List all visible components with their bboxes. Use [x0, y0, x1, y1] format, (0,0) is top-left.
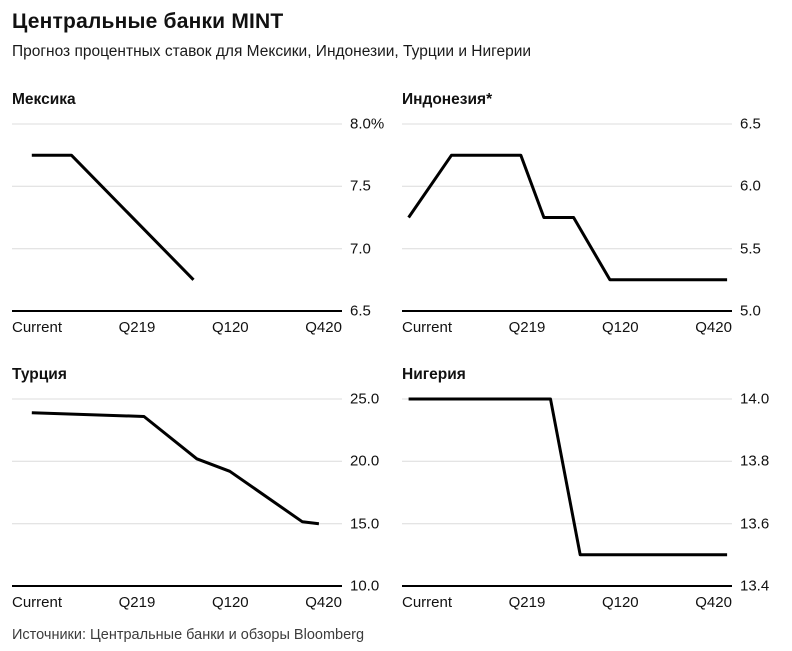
x-tick-label: Q219: [118, 594, 156, 611]
chart-page: Центральные банки MINT Прогноз процентны…: [12, 10, 780, 643]
line-chart-svg: [402, 397, 732, 587]
panel-title: Турция: [12, 366, 67, 383]
x-tick-label: Current: [12, 594, 63, 611]
panel-turkey: Турция 25.0 20.0 15.0 10.0 Current Q219 Q120 Q…: [12, 366, 390, 611]
y-tick-label: 5.5: [740, 240, 761, 258]
plot-area: [402, 114, 732, 314]
x-tick-label: Q120: [211, 594, 249, 611]
x-axis-labels: Current Q219 Q120 Q420: [402, 319, 732, 336]
panel-title: Нигерия: [402, 366, 466, 383]
chart-grid: Мексика 8.0% 7.5 7.0 6.5 Current Q219 Q120 Q42…: [12, 91, 780, 611]
y-axis-labels: 8.0% 7.5 7.0 6.5: [342, 114, 388, 320]
x-tick-label: Q219: [508, 319, 546, 336]
page-title: Центральные банки MINT: [12, 10, 284, 33]
y-tick-label: 15.0: [350, 515, 380, 533]
y-tick-label: 25.0: [350, 390, 380, 408]
plot-area: [402, 389, 732, 589]
plot-row: 8.0% 7.5 7.0 6.5: [12, 114, 390, 320]
series-line: [408, 397, 728, 557]
x-tick-label: Current: [12, 319, 63, 336]
x-tick-label: Q420: [695, 594, 732, 611]
y-tick-label: 7.0: [350, 240, 371, 258]
plot-row: 25.0 20.0 15.0 10.0: [12, 389, 390, 595]
line-chart-svg: [12, 123, 342, 312]
y-axis-labels: 6.5 6.0 5.5 5.0: [732, 114, 778, 320]
x-axis-labels: Current Q219 Q120 Q420: [12, 594, 342, 611]
x-tick-label: Q420: [695, 319, 732, 336]
y-tick-label: 6.0: [740, 177, 761, 195]
x-tick-label: Q120: [601, 594, 639, 611]
plot-row: 6.5 6.0 5.5 5.0: [402, 114, 780, 320]
x-tick-label: Q120: [601, 319, 639, 336]
panel-mexico: Мексика 8.0% 7.5 7.0 6.5 Current Q219 Q120 Q42…: [12, 91, 390, 336]
series-line: [407, 153, 728, 282]
panel-nigeria: Нигерия 14.0 13.8 13.6 13.4 Current Q219 Q120…: [402, 366, 780, 611]
x-tick-label: Q120: [211, 319, 249, 336]
y-tick-label: 14.0: [740, 390, 770, 408]
plot-row: 14.0 13.8 13.6 13.4: [402, 389, 780, 595]
y-tick-label: 10.0: [350, 577, 380, 595]
x-tick-label: Current: [402, 319, 453, 336]
x-tick-label: Q420: [305, 319, 342, 336]
page-subtitle: Прогноз процентных ставок для Мексики, И…: [12, 43, 532, 60]
line-chart-svg: [12, 398, 342, 587]
series-line: [31, 411, 320, 526]
y-tick-label: 13.4: [740, 577, 770, 595]
y-axis-labels: 25.0 20.0 15.0 10.0: [342, 389, 388, 595]
y-tick-label: 7.5: [350, 177, 371, 195]
x-tick-label: Q420: [305, 594, 342, 611]
line-chart-svg: [402, 123, 732, 312]
plot-area: [12, 114, 342, 314]
plot-area: [12, 389, 342, 589]
y-tick-label: 6.5: [350, 302, 371, 320]
y-tick-label: 5.0: [740, 302, 761, 320]
x-axis-labels: Current Q219 Q120 Q420: [402, 594, 732, 611]
x-tick-label: Q219: [508, 594, 546, 611]
y-tick-label: 8.0%: [350, 115, 385, 133]
y-axis-labels: 14.0 13.8 13.6 13.4: [732, 389, 778, 595]
source-note: Источники: Центральные банки и обзоры Bl…: [12, 627, 365, 643]
x-tick-label: Current: [402, 594, 453, 611]
y-tick-label: 6.5: [740, 115, 761, 133]
x-tick-label: Q219: [118, 319, 156, 336]
x-axis-labels: Current Q219 Q120 Q420: [12, 319, 342, 336]
y-tick-label: 13.8: [740, 452, 770, 470]
y-tick-label: 13.6: [740, 515, 770, 533]
y-tick-label: 20.0: [350, 452, 380, 470]
panel-title: Мексика: [12, 91, 76, 108]
panel-title: Индонезия*: [402, 91, 493, 108]
panel-indonesia: Индонезия* 6.5 6.0 5.5 5.0 Current Q219 Q120 Q…: [402, 91, 780, 336]
series-line: [31, 153, 195, 281]
